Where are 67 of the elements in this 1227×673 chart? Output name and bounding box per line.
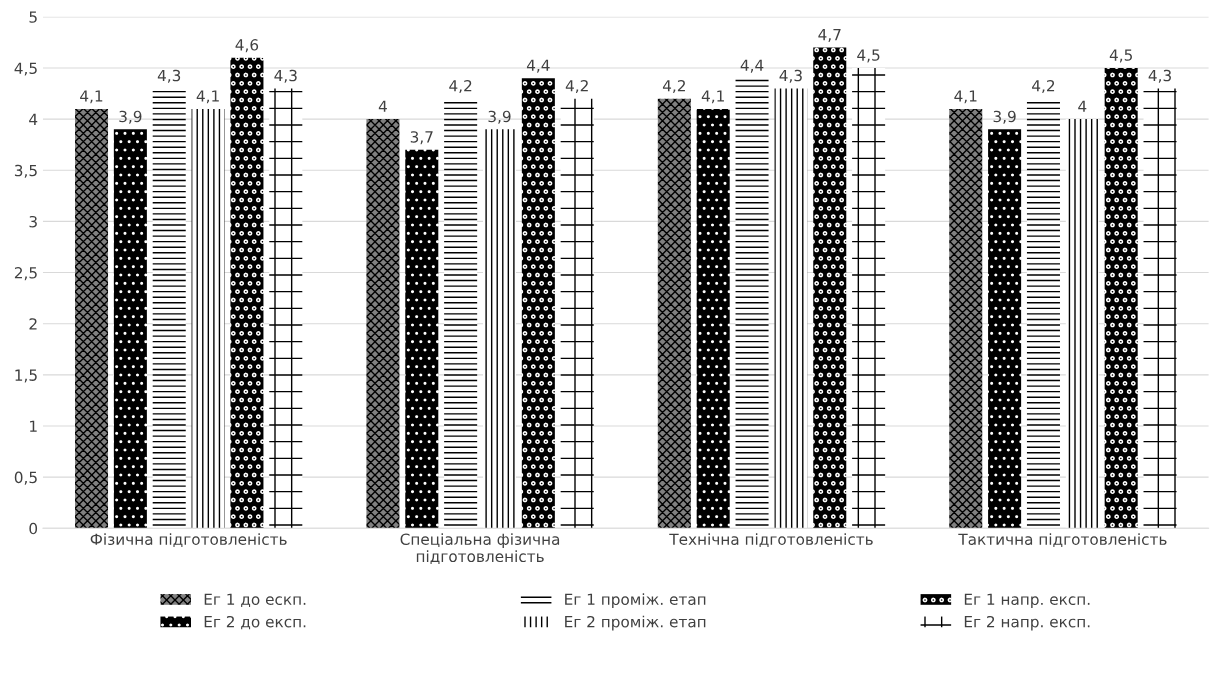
- bar: [191, 108, 225, 529]
- y-tick-label: 0: [29, 522, 38, 535]
- x-tick-label: Технічна підготовленість: [669, 533, 873, 547]
- data-label: 4,3: [157, 69, 181, 83]
- data-label: 4,1: [80, 90, 103, 104]
- data-label: 4,5: [1109, 49, 1132, 63]
- y-tick-label: 4,5: [14, 62, 37, 76]
- data-label: 3,9: [488, 110, 511, 124]
- bar: [75, 108, 109, 529]
- y-tick-label: 3,5: [14, 164, 37, 178]
- legend-label: Ег 1 напр. експ.: [964, 593, 1090, 608]
- bar: [269, 88, 303, 529]
- bar: [949, 108, 983, 529]
- legend-label: Ег 1 до ескп.: [204, 593, 306, 607]
- data-label: 4,4: [740, 59, 764, 73]
- legend-label: Ег 2 проміж. етап: [565, 615, 706, 631]
- x-tick-label: Тактична підготовленість: [958, 533, 1167, 547]
- x-tick-label: Спеціальна фізична підготовленість: [400, 533, 560, 564]
- y-tick-label: 2,5: [14, 267, 37, 281]
- data-label: 4,2: [1032, 79, 1055, 94]
- bar: [988, 129, 1022, 529]
- bar: [657, 98, 691, 529]
- y-tick-label: 3: [29, 215, 37, 228]
- data-label: 4,3: [274, 69, 297, 83]
- data-label: 3,9: [119, 110, 142, 124]
- data-label: 4,7: [818, 29, 841, 42]
- legend-label: Ег 1 проміж. етап: [565, 593, 706, 608]
- y-tick-label: 1: [30, 420, 37, 432]
- y-tick-label: 1,5: [15, 369, 37, 383]
- bar: [230, 57, 264, 529]
- bar: [852, 67, 886, 529]
- bar: [405, 149, 439, 529]
- data-label: 3,9: [993, 110, 1016, 124]
- bar: [1143, 88, 1177, 529]
- data-label: 4,2: [662, 79, 685, 94]
- bar: [482, 129, 516, 529]
- bar: [1065, 119, 1099, 529]
- bar: [774, 88, 808, 529]
- legend-label: Ег 2 до експ.: [204, 615, 306, 630]
- y-tick-label: 4: [29, 113, 38, 125]
- data-label: 4,1: [701, 90, 724, 104]
- data-label: 4,4: [526, 59, 550, 73]
- bar: [813, 47, 847, 529]
- bar: [560, 98, 594, 529]
- data-label: 4: [378, 100, 387, 112]
- bar: [696, 108, 730, 529]
- data-label: 4,2: [565, 79, 588, 94]
- bar: [366, 119, 400, 529]
- data-label: 4,3: [1148, 69, 1171, 83]
- y-tick-label: 2: [29, 318, 37, 330]
- data-label: 4,2: [449, 79, 472, 94]
- data-label: 4,5: [857, 49, 880, 63]
- data-label: 4: [1078, 100, 1087, 112]
- bar: [521, 78, 555, 529]
- y-tick-label: 5: [29, 11, 37, 23]
- data-label: 4,3: [779, 69, 802, 83]
- data-label: 4,1: [954, 90, 977, 104]
- bar: [1104, 67, 1138, 529]
- bar: [735, 78, 769, 529]
- legend-label: Ег 2 напр. експ.: [964, 615, 1090, 631]
- data-label: 4,1: [196, 90, 219, 104]
- bar: [113, 129, 147, 529]
- y-tick-label: 0,5: [14, 471, 37, 485]
- x-tick-label: Фізична підготовленість: [90, 533, 287, 547]
- bar: [152, 88, 186, 529]
- data-label: 3,7: [410, 131, 433, 145]
- data-label: 4,6: [235, 39, 259, 53]
